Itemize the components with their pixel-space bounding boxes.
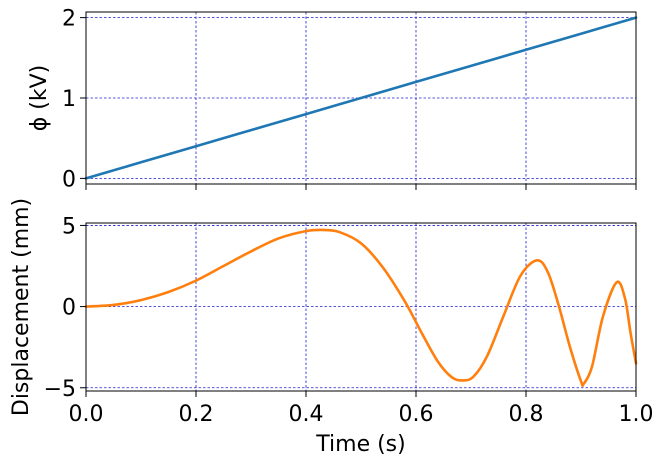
x-tick-label: 0.2 <box>179 402 214 427</box>
y-tick-label: 1 <box>62 87 76 112</box>
x-tick-label: 0.8 <box>509 402 544 427</box>
y-axis-label: ϕ (kV) <box>27 65 52 131</box>
phi-series-line <box>84 16 638 180</box>
x-tick-label: 0.4 <box>289 402 324 427</box>
x-tick-label: 0.6 <box>399 402 434 427</box>
plot-frame <box>85 222 637 392</box>
displacement-series-line <box>84 228 638 387</box>
y-axis-label: Displacement (mm) <box>9 198 34 416</box>
x-tick-label: 0.0 <box>69 402 104 427</box>
y-tick-label: 0 <box>62 296 76 321</box>
bottom-panel: 0.0 0.2 0.4 0.6 0.8 1.0 −5 0 5 Displacement (mm) T… <box>9 198 654 457</box>
y-tick-label: 0 <box>62 167 76 192</box>
x-tick-label: 1.0 <box>619 402 654 427</box>
y-tick-label: 2 <box>62 7 76 32</box>
top-panel: 0 1 2 ϕ (kV) <box>27 7 638 192</box>
y-tick-label: −5 <box>44 377 76 402</box>
y-tick-label: 5 <box>62 214 76 239</box>
x-axis-label: Time (s) <box>315 432 405 457</box>
